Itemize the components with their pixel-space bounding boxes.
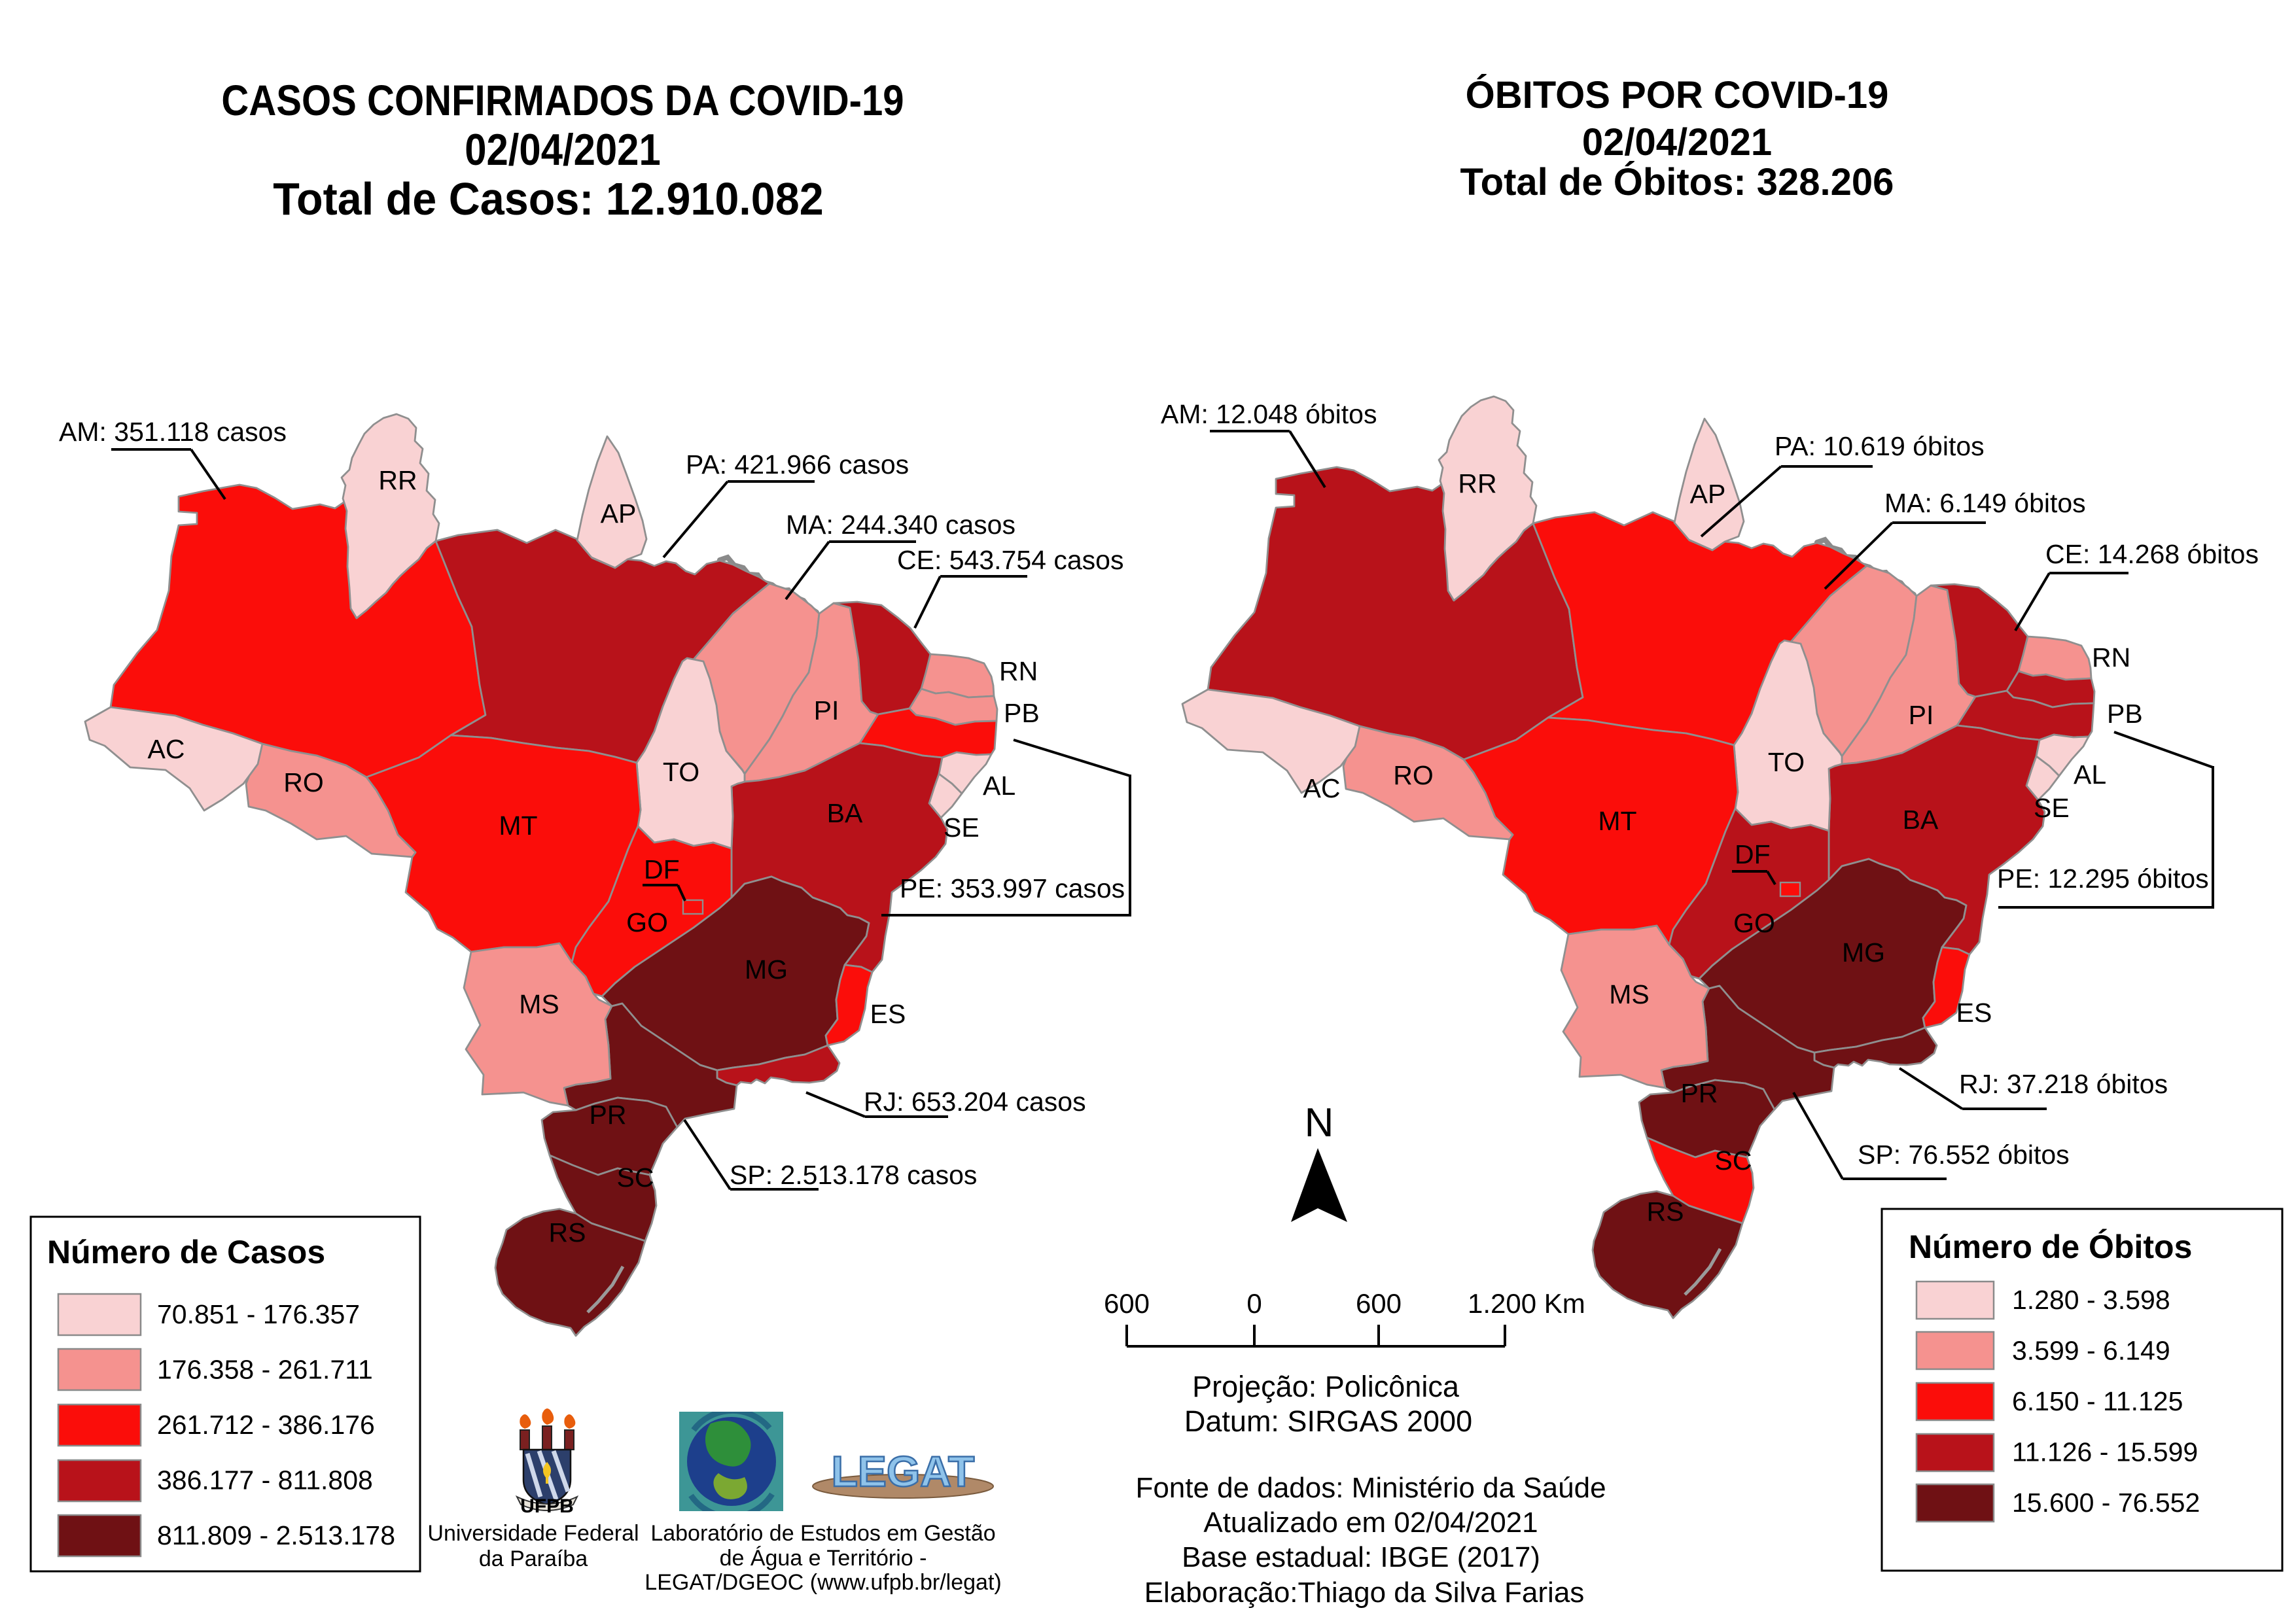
svg-text:Fonte de dados: Ministério da: Fonte de dados: Ministério da Saúde xyxy=(1135,1472,1606,1504)
svg-text:386.177 - 811.808: 386.177 - 811.808 xyxy=(157,1465,373,1495)
svg-text:PB: PB xyxy=(1004,698,1040,728)
svg-text:BA: BA xyxy=(1903,805,1939,835)
svg-text:6.150 - 11.125: 6.150 - 11.125 xyxy=(2012,1386,2183,1416)
svg-text:CE: 14.268 óbitos: CE: 14.268 óbitos xyxy=(2045,539,2259,569)
svg-text:11.126 - 15.599: 11.126 - 15.599 xyxy=(2012,1437,2198,1467)
svg-text:SP: 2.513.178 casos: SP: 2.513.178 casos xyxy=(730,1160,977,1190)
svg-text:DF: DF xyxy=(1735,839,1771,869)
svg-text:GO: GO xyxy=(1733,908,1775,938)
svg-text:Base estadual: IBGE (2017): Base estadual: IBGE (2017) xyxy=(1182,1541,1540,1573)
svg-text:PE: 12.295 óbitos: PE: 12.295 óbitos xyxy=(1997,864,2209,894)
svg-text:MS: MS xyxy=(1609,979,1650,1009)
svg-text:RR: RR xyxy=(378,465,417,495)
svg-text:261.712 - 386.176: 261.712 - 386.176 xyxy=(157,1410,375,1440)
svg-text:PR: PR xyxy=(1681,1078,1718,1108)
svg-text:Número de Casos: Número de Casos xyxy=(47,1234,325,1270)
svg-text:RO: RO xyxy=(283,767,324,797)
svg-text:SP: 76.552 óbitos: SP: 76.552 óbitos xyxy=(1858,1140,2070,1170)
svg-text:PI: PI xyxy=(814,695,839,725)
svg-text:600: 600 xyxy=(1356,1288,1402,1319)
svg-text:TO: TO xyxy=(663,757,699,787)
svg-text:02/04/2021: 02/04/2021 xyxy=(1582,121,1772,164)
svg-text:RS: RS xyxy=(1647,1196,1684,1227)
svg-text:ES: ES xyxy=(1956,998,1992,1028)
svg-text:AL: AL xyxy=(2074,759,2106,790)
svg-text:ÓBITOS POR COVID-19: ÓBITOS POR COVID-19 xyxy=(1466,74,1889,116)
svg-text:N: N xyxy=(1305,1100,1334,1145)
svg-text:RN: RN xyxy=(2092,642,2130,672)
svg-text:Elaboração:Thiago da Silva Far: Elaboração:Thiago da Silva Farias xyxy=(1144,1577,1585,1609)
svg-text:02/04/2021: 02/04/2021 xyxy=(465,124,660,174)
svg-text:SC: SC xyxy=(1715,1145,1752,1176)
svg-text:AM: 12.048 óbitos: AM: 12.048 óbitos xyxy=(1161,399,1377,429)
svg-text:AP: AP xyxy=(601,498,637,529)
svg-text:PA: 10.619 óbitos: PA: 10.619 óbitos xyxy=(1775,431,1985,461)
svg-text:Total de Óbitos: 328.206: Total de Óbitos: 328.206 xyxy=(1460,161,1894,203)
svg-text:UFPB: UFPB xyxy=(520,1495,574,1517)
svg-text:1.200 Km: 1.200 Km xyxy=(1468,1288,1585,1319)
svg-text:MG: MG xyxy=(745,954,788,985)
svg-text:MT: MT xyxy=(1598,806,1636,836)
svg-text:Projeção: Policônica: Projeção: Policônica xyxy=(1192,1370,1460,1403)
svg-text:PE: 353.997 casos: PE: 353.997 casos xyxy=(900,873,1125,903)
svg-text:DF: DF xyxy=(644,854,680,884)
svg-text:70.851 - 176.357: 70.851 - 176.357 xyxy=(157,1299,360,1329)
svg-text:TO: TO xyxy=(1768,747,1805,777)
svg-text:PB: PB xyxy=(2107,699,2143,729)
svg-text:15.600 - 76.552: 15.600 - 76.552 xyxy=(2012,1488,2200,1518)
svg-text:Universidade Federal: Universidade Federal xyxy=(427,1521,639,1546)
svg-text:PI: PI xyxy=(1909,700,1934,730)
svg-text:BA: BA xyxy=(827,798,863,828)
svg-text:SE: SE xyxy=(2034,793,2070,823)
svg-text:GO: GO xyxy=(626,907,668,937)
svg-text:AC: AC xyxy=(1303,773,1341,803)
svg-text:SC: SC xyxy=(617,1162,654,1193)
svg-text:LEGAT/DGEOC (www.ufpb.br/legat: LEGAT/DGEOC (www.ufpb.br/legat) xyxy=(645,1570,1001,1595)
svg-text:AL: AL xyxy=(983,771,1016,801)
svg-text:PA: 421.966 casos: PA: 421.966 casos xyxy=(686,449,909,480)
svg-text:Atualizado em 02/04/2021: Atualizado em 02/04/2021 xyxy=(1203,1507,1538,1539)
svg-text:Laboratório de Estudos em Gest: Laboratório de Estudos em Gestão xyxy=(650,1521,995,1546)
svg-text:3.599 - 6.149: 3.599 - 6.149 xyxy=(2012,1336,2170,1366)
svg-text:AC: AC xyxy=(148,734,185,764)
svg-text:da Paraíba: da Paraíba xyxy=(479,1546,588,1571)
svg-text:RJ: 37.218 óbitos: RJ: 37.218 óbitos xyxy=(1959,1069,2168,1099)
svg-text:Número de Óbitos: Número de Óbitos xyxy=(1909,1229,2192,1265)
svg-text:Datum: SIRGAS 2000: Datum: SIRGAS 2000 xyxy=(1184,1405,1472,1438)
svg-text:1.280 - 3.598: 1.280 - 3.598 xyxy=(2012,1285,2170,1315)
svg-text:de Água e Território -: de Água e Território - xyxy=(720,1546,927,1571)
svg-text:RS: RS xyxy=(549,1217,586,1248)
svg-text:CASOS CONFIRMADOS DA COVID-19: CASOS CONFIRMADOS DA COVID-19 xyxy=(221,77,904,125)
svg-text:AP: AP xyxy=(1690,479,1726,509)
svg-text:RJ: 653.204 casos: RJ: 653.204 casos xyxy=(864,1087,1086,1117)
svg-text:CE: 543.754 casos: CE: 543.754 casos xyxy=(897,545,1123,575)
svg-text:AM: 351.118 casos: AM: 351.118 casos xyxy=(59,417,287,447)
svg-text:MA: 6.149 óbitos: MA: 6.149 óbitos xyxy=(1884,488,2086,518)
svg-text:Total de Casos: 12.910.082: Total de Casos: 12.910.082 xyxy=(273,173,823,224)
svg-text:RN: RN xyxy=(999,656,1038,686)
svg-text:MS: MS xyxy=(519,989,559,1019)
svg-text:0: 0 xyxy=(1246,1288,1262,1319)
svg-text:LEGAT: LEGAT xyxy=(832,1447,975,1495)
svg-text:176.358 - 261.711: 176.358 - 261.711 xyxy=(157,1355,373,1385)
svg-text:811.809 - 2.513.178: 811.809 - 2.513.178 xyxy=(157,1520,395,1550)
svg-text:MG: MG xyxy=(1842,937,1885,968)
svg-text:MA: 244.340 casos: MA: 244.340 casos xyxy=(786,510,1016,540)
svg-text:ES: ES xyxy=(870,999,906,1029)
svg-text:600: 600 xyxy=(1104,1288,1150,1319)
svg-text:PR: PR xyxy=(590,1100,627,1130)
svg-text:RO: RO xyxy=(1393,760,1434,790)
svg-text:SE: SE xyxy=(944,812,980,843)
svg-text:RR: RR xyxy=(1458,468,1496,498)
svg-text:MT: MT xyxy=(499,811,537,841)
